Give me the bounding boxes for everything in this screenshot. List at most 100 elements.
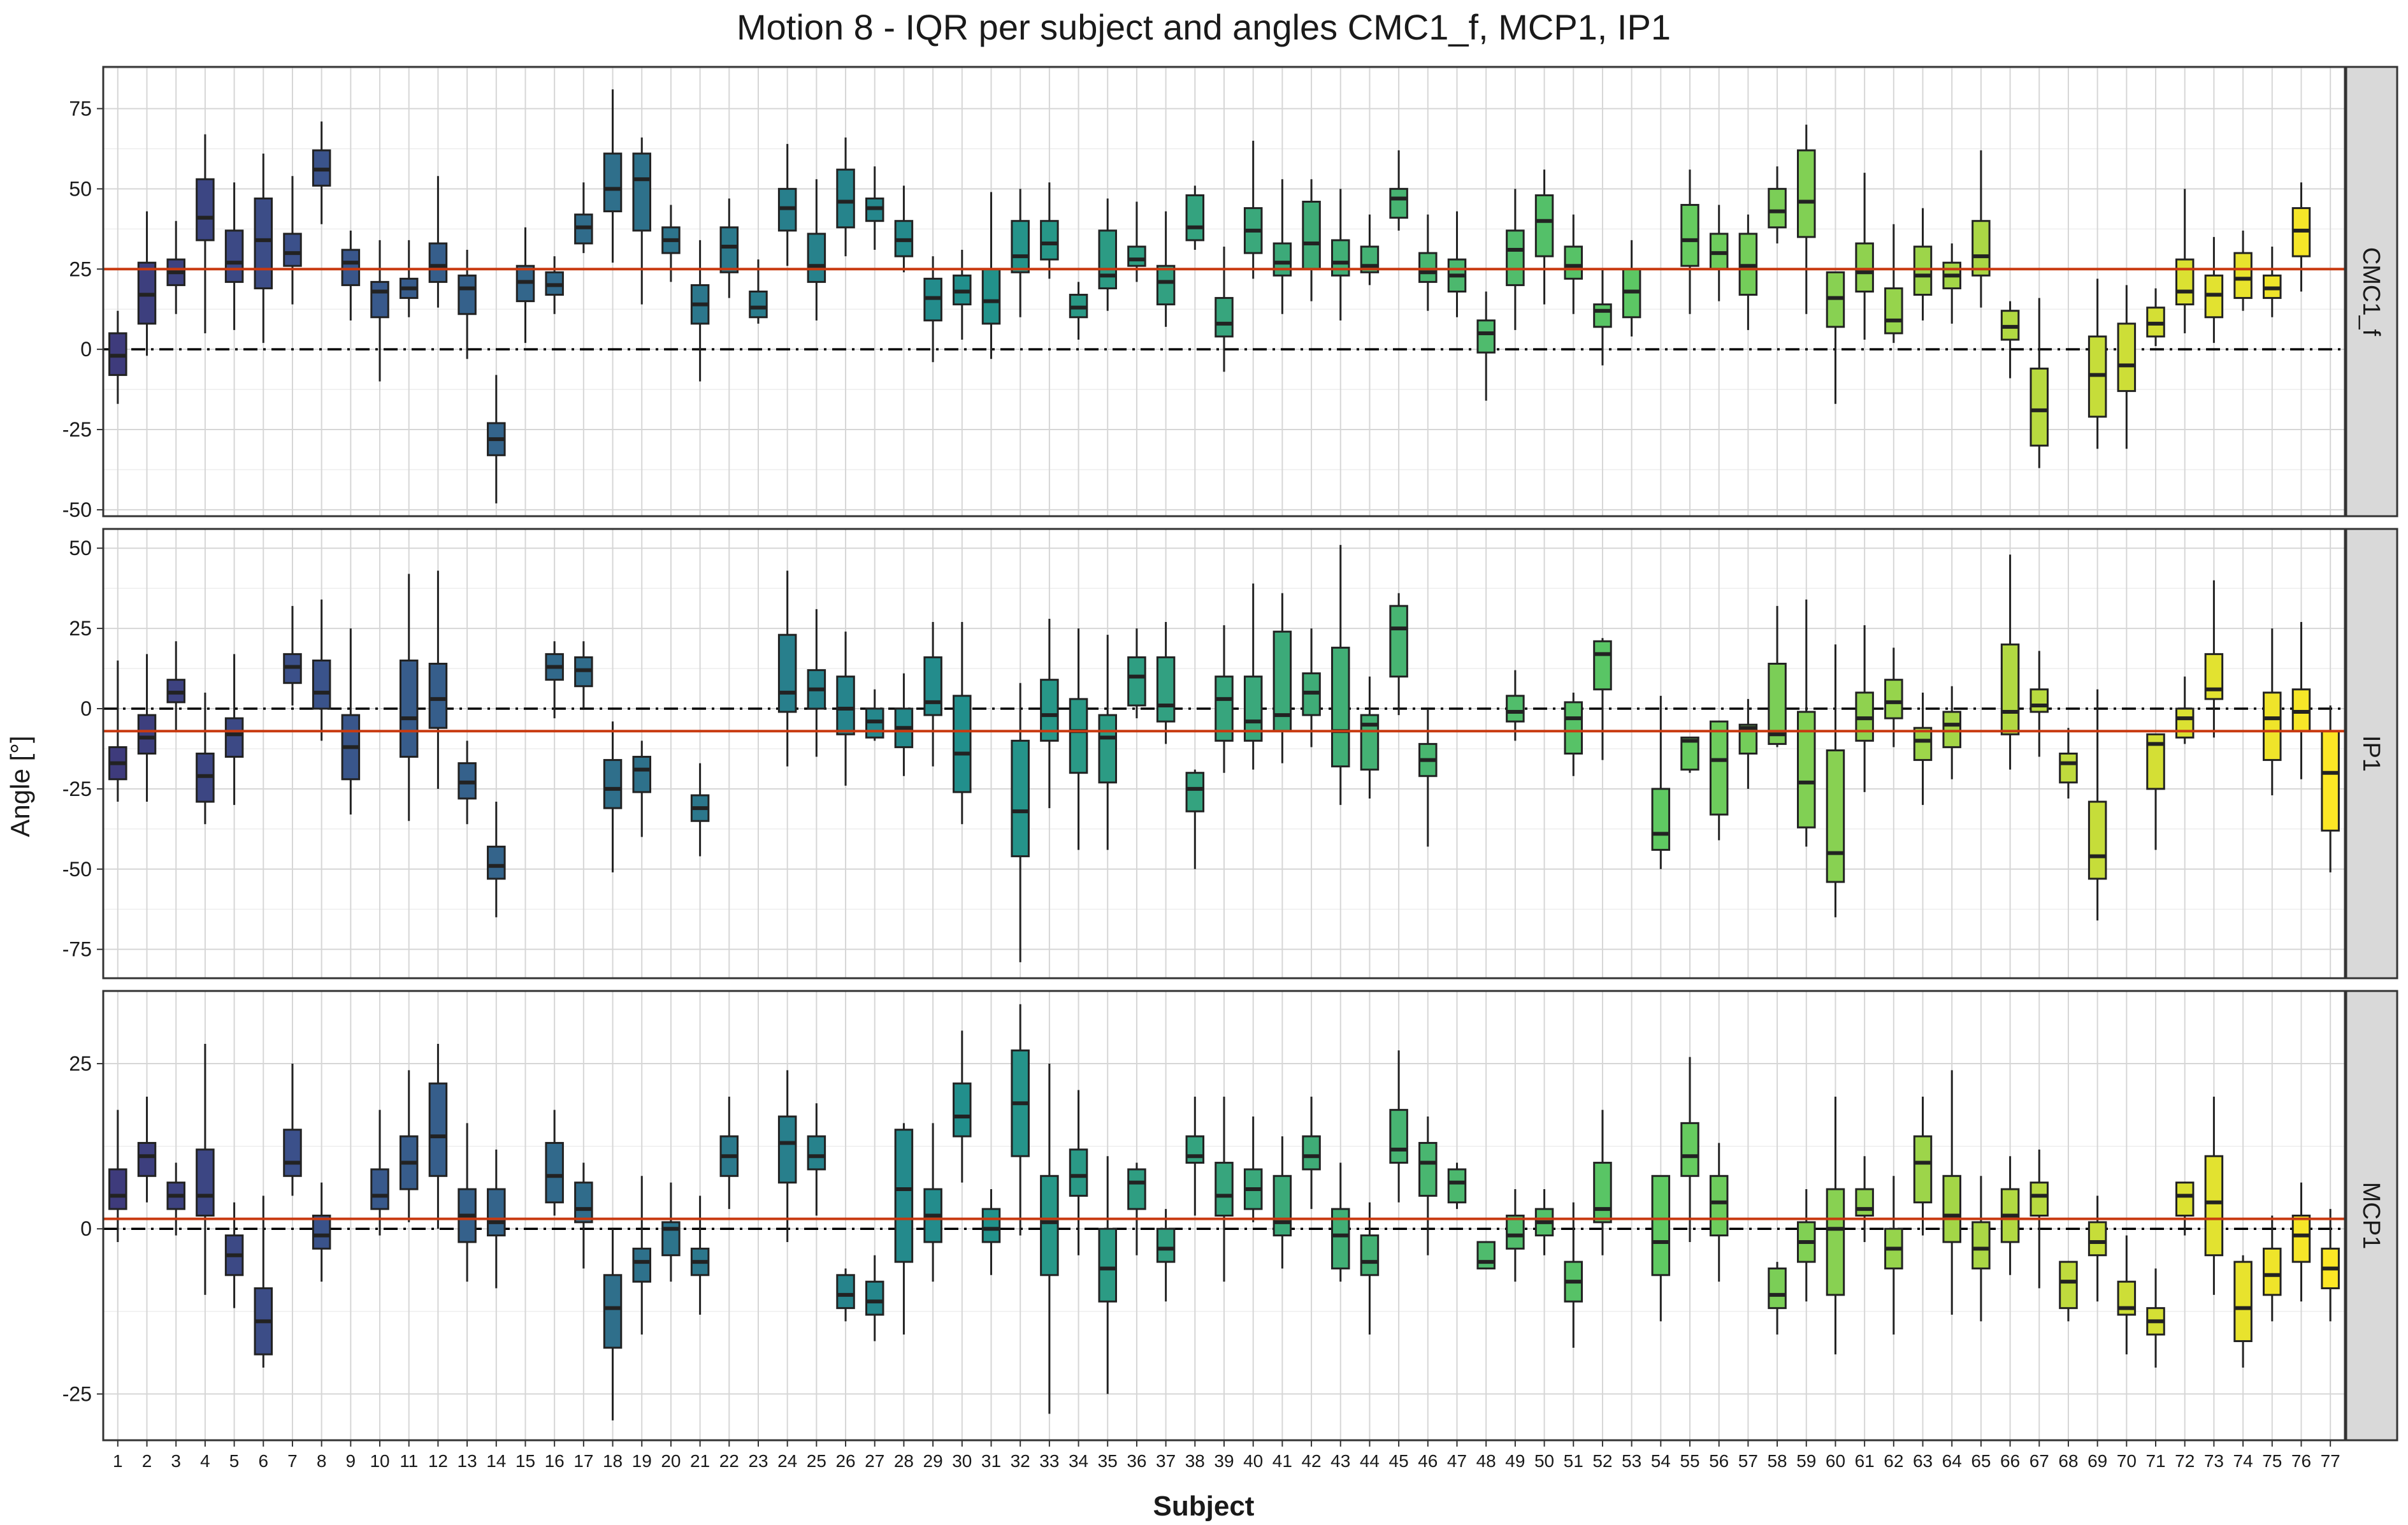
facet-strip <box>2345 66 2398 517</box>
y-tick-label: 25 <box>69 257 92 280</box>
box-subject-44 <box>1360 1202 1380 1335</box>
box-subject-75 <box>2263 247 2282 317</box>
x-tick-label: 34 <box>1069 1451 1088 1471</box>
box-subject-3 <box>166 220 185 314</box>
box-subject-45 <box>1389 1050 1408 1203</box>
iqr-box <box>1302 201 1321 270</box>
iqr-box <box>254 197 273 289</box>
x-tick-label: 33 <box>1039 1451 1059 1471</box>
x-tick-label: 61 <box>1855 1451 1875 1471</box>
iqr-box <box>458 274 477 315</box>
iqr-box <box>2321 730 2340 832</box>
y-tick-label: 0 <box>80 1217 92 1240</box>
box-subject-13 <box>458 741 477 825</box>
box-subject-9 <box>341 628 361 815</box>
iqr-box <box>2059 1261 2078 1310</box>
x-tick-label: 1 <box>113 1451 123 1471</box>
x-tick-label: 64 <box>1942 1451 1962 1471</box>
box-subject-10 <box>370 1109 389 1236</box>
facet-strip <box>2345 990 2398 1442</box>
y-axis-label: Angle [°] <box>5 735 35 837</box>
x-tick-label: 6 <box>258 1451 268 1471</box>
x-tick-label: 72 <box>2175 1451 2195 1471</box>
iqr-box <box>370 280 389 319</box>
x-tick-label: 8 <box>317 1451 327 1471</box>
box-subject-40 <box>1243 1116 1263 1222</box>
box-subject-30 <box>953 250 972 340</box>
box-subject-33 <box>1040 1064 1059 1414</box>
iqr-box <box>312 1215 331 1250</box>
box-subject-54 <box>1651 695 1671 869</box>
facet-strip-label: IP1 <box>2358 735 2384 772</box>
iqr-box <box>2117 322 2137 393</box>
iqr-box <box>1709 720 1729 816</box>
iqr-box <box>1506 229 1525 286</box>
x-tick-label: 73 <box>2204 1451 2224 1471</box>
panel-ip1: -75 -50 -25 0 25 50 IP1 <box>62 528 2398 979</box>
box-subject-4 <box>196 1043 215 1295</box>
iqr-box <box>1768 1267 1787 1310</box>
x-tick-label: 70 <box>2117 1451 2137 1471</box>
box-subject-39 <box>1215 1096 1234 1282</box>
iqr-box <box>1972 220 1991 277</box>
box-subject-57 <box>1738 698 1758 789</box>
chart-title: Motion 8 - IQR per subject and angles CM… <box>737 7 1671 47</box>
box-subject-61 <box>1855 625 1874 792</box>
box-subject-49 <box>1506 189 1525 330</box>
box-subject-13 <box>458 1123 477 1282</box>
iqr-box <box>1680 1122 1699 1177</box>
iqr-box <box>370 1168 389 1210</box>
iqr-box <box>1593 1162 1612 1224</box>
box-subject-22 <box>719 1096 739 1210</box>
box-subject-67 <box>2029 651 2049 757</box>
iqr-box <box>1185 772 1205 813</box>
iqr-box <box>953 1082 972 1138</box>
box-subject-14 <box>487 375 506 503</box>
iqr-box <box>1942 711 1961 748</box>
y-tick-label: 25 <box>69 617 92 640</box>
facet-strip <box>2345 528 2398 979</box>
iqr-box <box>1156 656 1176 723</box>
box-subject-49 <box>1506 1189 1525 1282</box>
iqr-box <box>1651 788 1671 851</box>
box-subject-70 <box>2117 285 2137 449</box>
box-subject-35 <box>1098 1156 1117 1394</box>
x-tick-label: 2 <box>142 1451 152 1471</box>
iqr-box <box>807 233 826 283</box>
iqr-box <box>196 1148 215 1217</box>
box-subject-53 <box>1622 240 1641 336</box>
box-subject-38 <box>1185 769 1205 869</box>
box-subject-3 <box>166 1162 185 1236</box>
iqr-box <box>1797 149 1816 238</box>
box-subject-19 <box>632 1176 651 1335</box>
box-subject-1 <box>108 310 127 404</box>
iqr-box <box>137 1141 157 1177</box>
y-tick-label: -25 <box>62 418 92 441</box>
box-subject-26 <box>836 1268 855 1322</box>
box-subject-60 <box>1826 1096 1845 1355</box>
box-subject-21 <box>690 763 710 856</box>
x-tick-label: 40 <box>1243 1451 1263 1471</box>
iqr-box <box>1389 1109 1408 1164</box>
iqr-box <box>1506 1215 1525 1250</box>
iqr-box <box>2291 1215 2311 1263</box>
box-subject-51 <box>1564 214 1583 314</box>
box-subject-76 <box>2291 1182 2311 1302</box>
facet-strip-label: CMC1_f <box>2358 247 2384 336</box>
y-tick-label: 50 <box>69 177 92 200</box>
iqr-box <box>2029 1182 2049 1217</box>
box-subject-67 <box>2029 298 2049 468</box>
box-subject-25 <box>807 179 826 321</box>
x-tick-label: 50 <box>1534 1451 1554 1471</box>
x-tick-label: 56 <box>1709 1451 1729 1471</box>
box-subject-34 <box>1069 628 1088 850</box>
iqr-box <box>2233 1261 2253 1342</box>
x-tick-label: 60 <box>1826 1451 1845 1471</box>
box-subject-18 <box>603 721 623 872</box>
x-tick-label: 44 <box>1360 1451 1380 1471</box>
x-tick-label: 28 <box>894 1451 914 1471</box>
box-subject-66 <box>2000 554 2020 770</box>
box-subject-18 <box>603 1229 623 1420</box>
iqr-box <box>1593 640 1612 691</box>
x-tick-label: 31 <box>981 1451 1001 1471</box>
